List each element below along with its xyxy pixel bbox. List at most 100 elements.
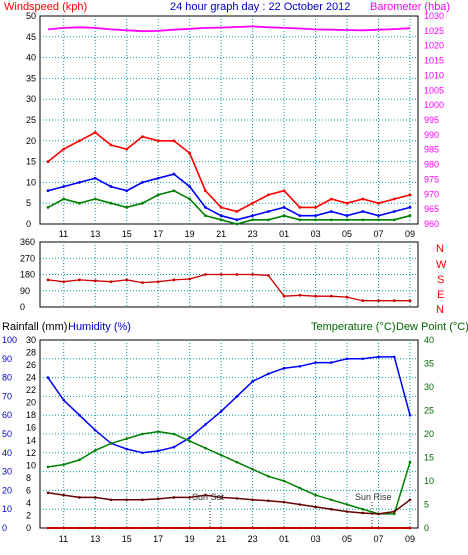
rainfall-series-point-10 <box>204 526 207 530</box>
direction-tick-270: 270 <box>20 253 35 263</box>
windspeed-tick-45: 45 <box>26 32 36 42</box>
humidity-series-point-15 <box>282 366 286 370</box>
direction-point-21 <box>377 299 380 303</box>
x-tick-15: 15 <box>122 229 132 239</box>
temperature-series-line-point-10 <box>204 446 207 450</box>
direction-point-5 <box>125 278 129 282</box>
rainfall-series-point-0 <box>46 526 50 530</box>
x-tick-03: 03 <box>311 534 321 544</box>
direction-tick-90: 90 <box>20 286 30 296</box>
temperature-series <box>46 355 412 530</box>
windspeed-series-2-point-18 <box>329 210 333 213</box>
humidity-series-point-6 <box>141 451 144 455</box>
x-tick-09: 09 <box>405 534 415 544</box>
windspeed-series-3-point-2 <box>78 201 81 205</box>
windspeed-series-1-point-1 <box>62 147 66 151</box>
humidity-series-point-10 <box>204 423 207 426</box>
windspeed-series-2-point-13 <box>251 214 255 218</box>
direction-panel: 0 90 180 270 360 N W S E N <box>20 237 447 316</box>
dewpoint-series <box>47 492 411 515</box>
windspeed-series-3-point-18 <box>329 218 333 222</box>
barometer-tick-1005: 1005 <box>424 85 444 95</box>
temperature-series-line-point-11 <box>219 453 223 457</box>
direction-point-17 <box>314 294 317 298</box>
temperature-tick-30: 30 <box>424 382 434 392</box>
windspeed-tick-40: 40 <box>26 53 36 63</box>
barometer-tick-1030: 1030 <box>424 11 444 21</box>
x-tick-19: 19 <box>185 229 195 239</box>
windspeed-series-1-point-20 <box>361 197 365 201</box>
windspeed-series-2-point-12 <box>235 218 239 222</box>
dewpoint-series-point-6 <box>141 498 144 502</box>
x-tick-23: 23 <box>248 534 258 544</box>
barometer-tick-960: 960 <box>424 219 439 229</box>
windspeed-series-3-point-14 <box>266 218 270 222</box>
direction-point-6 <box>141 281 144 285</box>
barometer-tick-1015: 1015 <box>424 56 444 66</box>
temperature-series-line-point-4 <box>109 442 113 445</box>
dewpoint-series-point-21 <box>377 512 380 516</box>
temperature-tick-5: 5 <box>424 500 429 510</box>
x-tick-03: 03 <box>311 229 321 239</box>
rainfall-series-point-4 <box>109 526 113 530</box>
rainfall-axis-label: Rainfall (mm) <box>2 321 67 333</box>
x-tick-21: 21 <box>216 229 226 239</box>
direction-point-3 <box>93 279 97 283</box>
windspeed-series-2-point-0 <box>46 189 50 193</box>
rain-tick-4: 4 <box>26 498 31 508</box>
temperature-series-line-point-22 <box>392 512 396 516</box>
rainfall-series-point-9 <box>188 526 191 530</box>
compass-label-w: W <box>436 259 447 271</box>
windspeed-tick-50: 50 <box>26 11 36 21</box>
rainfall-series-point-19 <box>345 526 349 530</box>
rain-tick-12: 12 <box>26 448 36 458</box>
dewpoint-series-point-13 <box>251 498 254 502</box>
temperature-series-line-point-23 <box>408 460 412 464</box>
rain-tick-26: 26 <box>26 360 36 370</box>
rainfall-series-point-23 <box>408 526 412 530</box>
direction-point-13 <box>251 273 255 276</box>
rain-tick-10: 10 <box>26 460 36 470</box>
dewpoint-series-point-22 <box>392 510 396 513</box>
x-tick-19: 19 <box>185 534 195 544</box>
windspeed-series-3-point-16 <box>298 218 302 222</box>
windspeed-series-3-point-8 <box>172 189 176 193</box>
windspeed-series-1-point-23 <box>408 193 412 197</box>
windspeed-series-3-point-12 <box>235 222 239 226</box>
dewpoint-series-point-5 <box>125 498 128 502</box>
direction-point-2 <box>78 278 81 282</box>
barometer-axis-label: Barometer (hba) <box>370 1 450 13</box>
x-tick-13: 13 <box>90 534 100 544</box>
direction-tick-180: 180 <box>20 270 35 280</box>
x-tick-21: 21 <box>216 534 226 544</box>
humidity-series-point-8 <box>172 445 176 449</box>
x-tick-17: 17 <box>153 534 163 544</box>
windspeed-series-3-point-3 <box>93 197 97 201</box>
rainfall-series-point-11 <box>219 526 223 530</box>
windspeed-series-1-point-17 <box>314 205 317 209</box>
windspeed-series-2-point-9 <box>188 185 192 188</box>
windspeed-series-2-point-21 <box>377 214 380 218</box>
humidity-ticks: 0 10 20 30 40 50 60 70 80 90 100 <box>2 335 17 533</box>
compass-label-n-bottom: N <box>436 304 444 316</box>
humidity-series-point-2 <box>78 413 81 417</box>
windspeed-series-1-point-3 <box>93 131 97 134</box>
direction-ticks: 0 90 180 270 360 <box>20 237 35 312</box>
dewpoint-series-point-8 <box>172 496 176 499</box>
humidity-series-point-7 <box>156 449 160 453</box>
windspeed-series-2-point-1 <box>62 185 66 188</box>
barometer-tick-975: 975 <box>424 174 439 184</box>
windspeed-series-2-point-20 <box>361 210 365 213</box>
direction-series-line <box>47 273 410 302</box>
barometer-tick-995: 995 <box>424 115 439 125</box>
windspeed-series-2-point-23 <box>408 205 412 209</box>
windspeed-series-1-point-21 <box>377 201 380 205</box>
graph-title: 24 hour graph day : 22 October 2012 <box>170 1 350 13</box>
x-tick-23: 23 <box>248 229 258 239</box>
compass-label-s: S <box>437 274 444 286</box>
dewpoint-series-point-18 <box>330 507 333 511</box>
direction-point-16 <box>298 293 302 297</box>
humidity-series <box>47 356 411 454</box>
windspeed-series-3-point-19 <box>345 218 349 222</box>
